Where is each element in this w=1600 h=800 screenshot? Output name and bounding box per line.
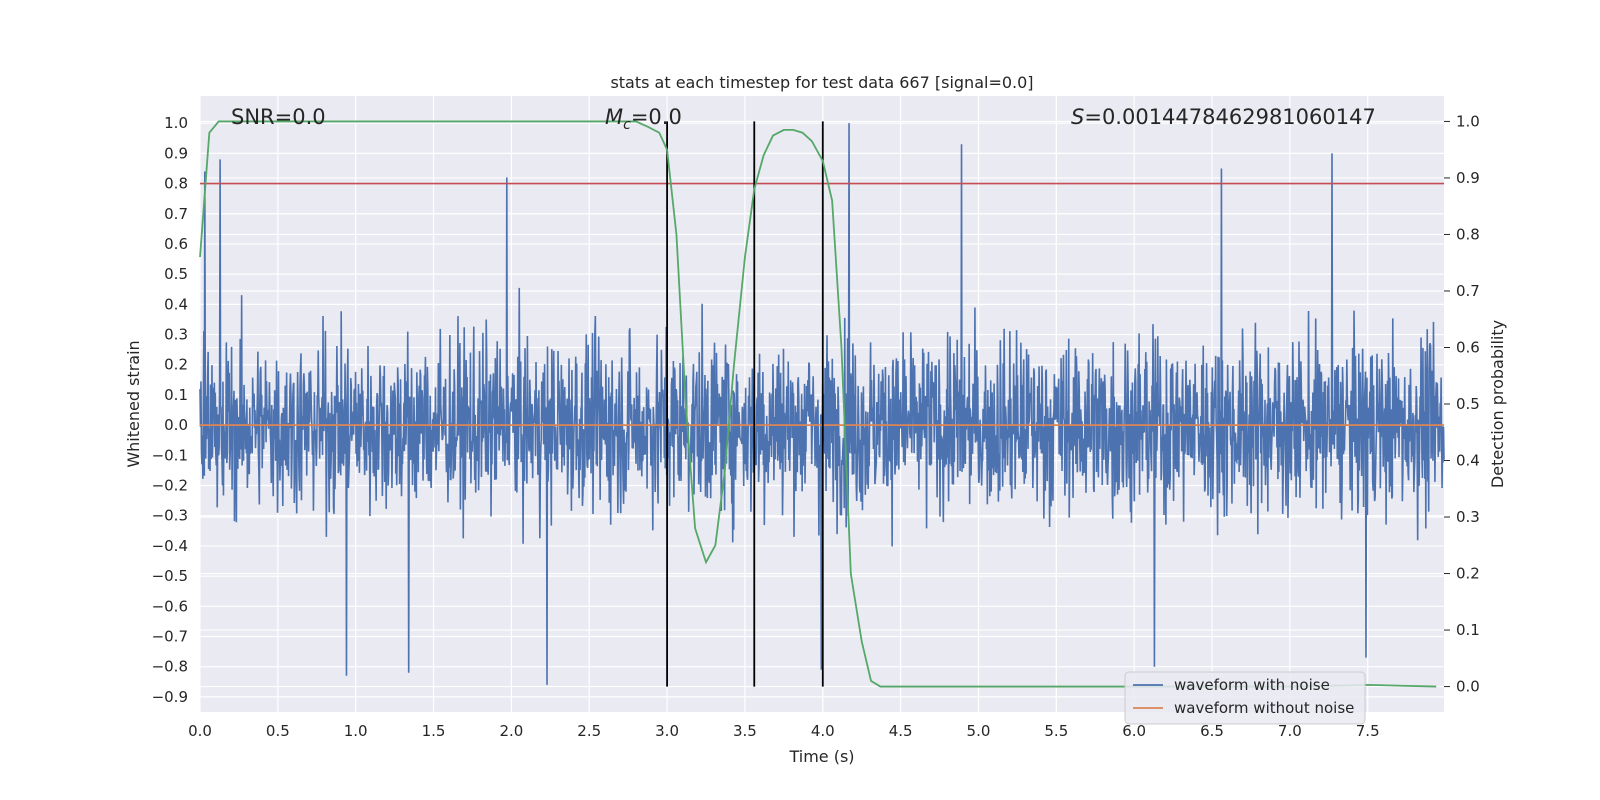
detection-probability-line <box>199 120 1437 688</box>
y2-tick-label: 0.6 <box>1456 338 1480 356</box>
x-tick-label: 1.5 <box>422 722 446 740</box>
x-tick-label: 0.0 <box>188 722 212 740</box>
y-tick-label: −0.5 <box>152 567 188 585</box>
y2-tick-label: 1.0 <box>1456 112 1480 130</box>
x-axis-label: Time (s) <box>788 747 854 766</box>
y-tick-label: 0.1 <box>164 386 188 404</box>
x-tick-label: 3.0 <box>655 722 679 740</box>
y-tick-label: 0.9 <box>164 144 188 162</box>
y-tick-label: −0.7 <box>152 628 188 646</box>
y-tick-label: −0.9 <box>152 688 188 706</box>
mc-value: =0.0 <box>631 105 682 129</box>
x-tick-label: 5.5 <box>1044 722 1068 740</box>
snr-annotation: SNR=0.0 <box>231 105 326 129</box>
x-tick-label: 2.0 <box>499 722 523 740</box>
y2-tick-label: 0.0 <box>1456 678 1480 696</box>
y-tick-label: 0.0 <box>164 416 188 434</box>
y-tick-label: 0.6 <box>164 235 188 253</box>
y-tick-label: 0.4 <box>164 295 188 313</box>
y-tick-labels: 1.0 0.9 0.8 0.7 0.6 0.5 0.4 0.3 0.2 0.1 0.0 −0.1 −0.… <box>152 114 188 706</box>
y2-tick-labels: 1.0 0.9 0.8 0.7 0.6 0.5 0.4 0.3 0.2 0.1 0.0 <box>1444 112 1480 696</box>
x-tick-label: 3.5 <box>733 722 757 740</box>
x-tick-label: 4.0 <box>811 722 835 740</box>
mc-annotation: Mc=0.0 <box>605 105 682 133</box>
y-tick-label: −0.1 <box>152 446 188 464</box>
y-tick-label: 1.0 <box>164 114 188 132</box>
x-tick-label: 7.5 <box>1356 722 1380 740</box>
chart-title: stats at each timestep for test data 667… <box>610 73 1033 92</box>
s-symbol: S <box>1071 105 1084 129</box>
x-tick-label: 1.0 <box>344 722 368 740</box>
x-tick-label: 4.5 <box>889 722 913 740</box>
x-tick-label: 6.5 <box>1200 722 1224 740</box>
x-tick-label: 5.0 <box>967 722 991 740</box>
legend-label-noise: waveform with noise <box>1174 676 1330 694</box>
series-detection-probability <box>199 120 1437 688</box>
y2-tick-label: 0.8 <box>1456 225 1480 243</box>
y-tick-label: −0.8 <box>152 658 188 676</box>
mc-subscript: c <box>623 117 631 133</box>
legend: waveform with noise waveform without noi… <box>1124 671 1366 725</box>
x-tick-label: 6.0 <box>1122 722 1146 740</box>
y-tick-label: −0.2 <box>152 477 188 495</box>
x-tick-label: 0.5 <box>266 722 290 740</box>
y2-tick-label: 0.9 <box>1456 169 1480 187</box>
y2-tick-label: 0.7 <box>1456 282 1480 300</box>
y-axis-label: Whitened strain <box>124 340 143 467</box>
y-tick-label: 0.7 <box>164 205 188 223</box>
y-tick-label: −0.3 <box>152 507 188 525</box>
s-annotation: S=0.0014478462981060147 <box>1071 105 1376 129</box>
vertical-markers <box>666 121 824 687</box>
y2-tick-label: 0.1 <box>1456 621 1480 639</box>
s-value: =0.0014478462981060147 <box>1084 105 1376 129</box>
y-tick-label: −0.6 <box>152 597 188 615</box>
y2-axis-label: Detection probability <box>1488 320 1507 488</box>
legend-label-clean: waveform without noise <box>1174 699 1354 717</box>
y-tick-label: 0.5 <box>164 265 188 283</box>
x-tick-label: 2.5 <box>577 722 601 740</box>
mc-symbol: M <box>605 105 623 129</box>
y2-tick-label: 0.2 <box>1456 565 1480 583</box>
y2-tick-label: 0.5 <box>1456 395 1480 413</box>
x-tick-labels: 0.0 0.5 1.0 1.5 2.0 2.5 3.0 3.5 4.0 4.5 5.0 5.5 6.0 6… <box>188 722 1380 740</box>
y-tick-label: −0.4 <box>152 537 188 555</box>
legend-box <box>1124 671 1366 725</box>
y-tick-label: 0.2 <box>164 356 188 374</box>
x-tick-label: 7.0 <box>1278 722 1302 740</box>
y-tick-label: 0.3 <box>164 326 188 344</box>
y2-tick-label: 0.4 <box>1456 452 1480 470</box>
y2-tick-label: 0.3 <box>1456 508 1480 526</box>
y-tick-label: 0.8 <box>164 175 188 193</box>
